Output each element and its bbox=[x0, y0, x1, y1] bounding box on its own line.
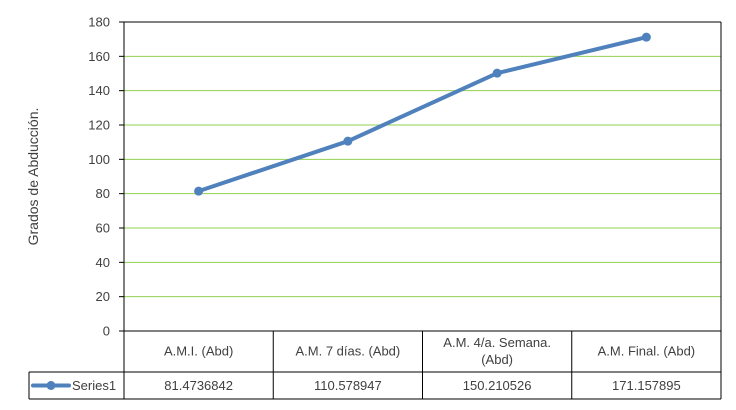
data-table-value: 110.578947 bbox=[314, 378, 382, 393]
y-tick-label: 100 bbox=[88, 152, 110, 167]
data-point bbox=[343, 136, 353, 146]
data-point bbox=[194, 186, 204, 196]
y-tick-label: 160 bbox=[88, 49, 110, 64]
x-category-label: A.M. Final. (Abd) bbox=[598, 344, 696, 359]
data-point bbox=[492, 68, 502, 78]
x-category-label: A.M. 7 días. (Abd) bbox=[295, 344, 400, 359]
y-tick-label: 20 bbox=[96, 289, 110, 304]
series-line bbox=[196, 35, 649, 194]
y-axis-title: Grados de Abducción. bbox=[25, 108, 41, 246]
y-tick-label: 40 bbox=[96, 255, 110, 270]
x-category-label: A.M. 4/a. Semana. bbox=[443, 335, 551, 350]
data-table-value: 150.210526 bbox=[463, 378, 532, 393]
x-category-label: A.M.I. (Abd) bbox=[164, 344, 233, 359]
y-tick-label: 180 bbox=[88, 15, 110, 30]
y-tick-label: 60 bbox=[96, 221, 110, 236]
y-tick-label: 80 bbox=[96, 186, 110, 201]
y-tick-label: 120 bbox=[88, 118, 110, 133]
data-point bbox=[641, 32, 651, 42]
y-tick-label: 0 bbox=[103, 324, 110, 339]
data-table-value: 81.4736842 bbox=[164, 378, 233, 393]
y-tick-label: 140 bbox=[88, 83, 110, 98]
data-table-value: 171.157895 bbox=[612, 378, 681, 393]
legend-label: Series1 bbox=[72, 378, 116, 393]
legend-marker bbox=[46, 381, 56, 390]
x-category-label: (Abd) bbox=[481, 352, 513, 367]
